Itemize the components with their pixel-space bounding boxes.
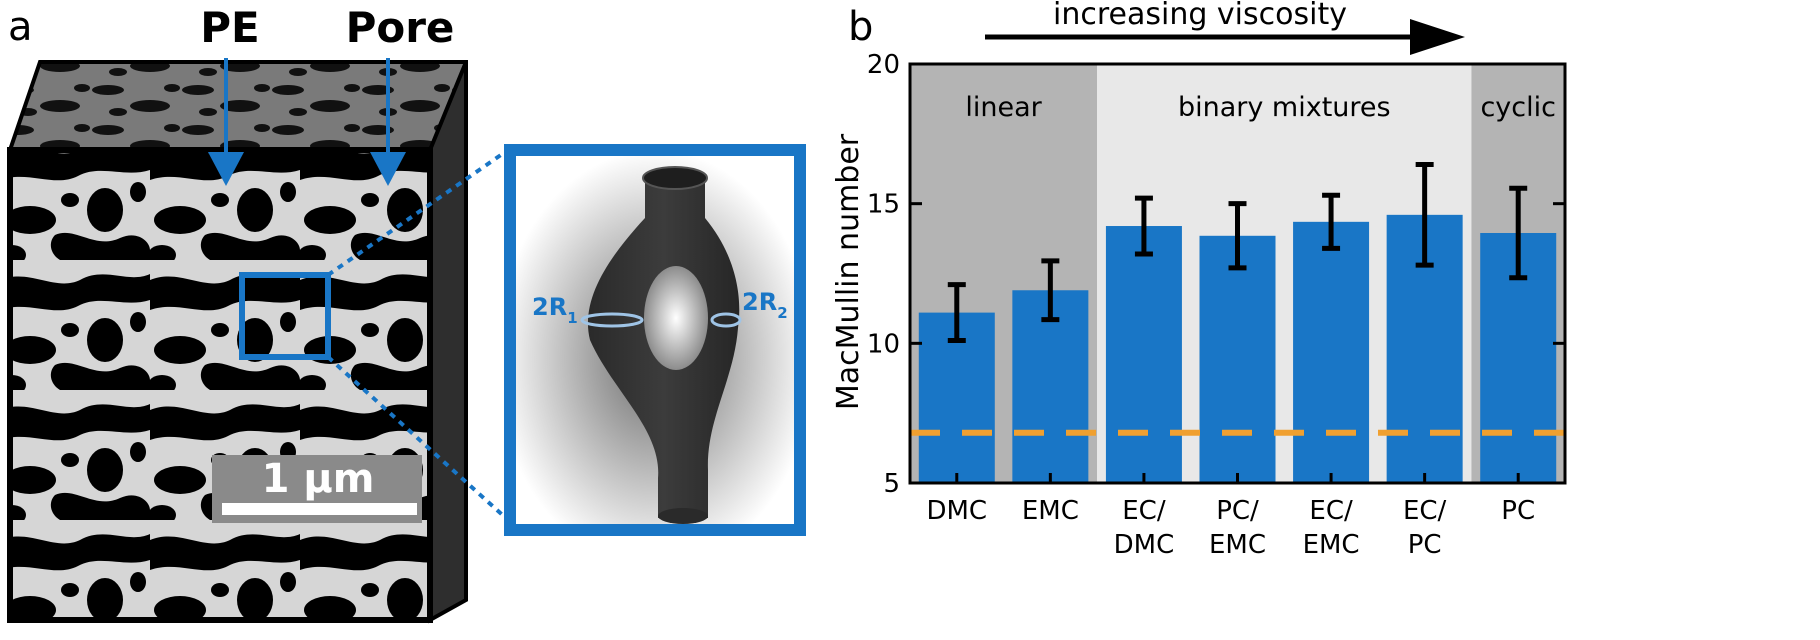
radius-label-r2: 2R2 (742, 288, 788, 322)
viscosity-arrow-label: increasing viscosity (1053, 0, 1347, 32)
radius-label-r1: 2R1 (532, 293, 578, 327)
y-tick-label-0: 5 (883, 469, 900, 499)
pore-highlight (644, 266, 708, 370)
y-axis-title: MacMullin number (831, 133, 866, 410)
cube-top-face (7, 60, 468, 152)
radius-ring-right (710, 312, 742, 328)
cube-right-face (428, 61, 468, 624)
y-tick-label-1: 10 (867, 329, 900, 359)
x-tick-label-5: EC/PC (1403, 496, 1447, 560)
viscosity-arrow (985, 19, 1465, 55)
panel-b: b increasing viscosity linear binary mixt… (831, 0, 1567, 560)
zoom-connector-bottom (326, 355, 510, 522)
region-label-1: binary mixtures (1178, 92, 1391, 123)
region-label-0: linear (965, 92, 1042, 123)
x-tick-label-1: EMC (1022, 496, 1079, 526)
x-tick-label-4: EC/EMC (1303, 496, 1360, 560)
bar-chart: linear binary mixtures cyclic 5 10 15 20 DMC EMC… (867, 50, 1567, 560)
scale-bar-label: 1 µm (262, 456, 375, 502)
pore-model-inset: 2R1 2R2 (504, 144, 806, 536)
x-tick-label-3: PC/EMC (1209, 496, 1266, 560)
zoom-connector-top (326, 148, 510, 277)
panel-a-letter: a (8, 4, 33, 50)
radius-ring-left (580, 312, 644, 328)
y-tick-label-2: 15 (867, 190, 900, 220)
pe-label: PE (200, 3, 259, 52)
x-tick-label-2: EC/DMC (1114, 496, 1175, 560)
cube-front-face (7, 147, 433, 623)
pore-bottom-opening (658, 508, 708, 524)
scale-bar: 1 µm (212, 455, 422, 523)
pore-arrow (370, 58, 406, 186)
x-tick-label-6: PC (1501, 496, 1535, 526)
panel-b-letter: b (848, 4, 873, 50)
region-label-2: cyclic (1480, 92, 1556, 123)
bar-4 (1293, 221, 1370, 483)
panel-a: a PE Pore 1 µm (7, 3, 806, 624)
x-tick-label-0: DMC (926, 496, 987, 526)
zoom-region-box (239, 272, 331, 360)
bar-3 (1199, 235, 1276, 483)
pore-top-opening (642, 166, 708, 190)
pe-arrow (208, 58, 244, 186)
y-tick-label-3: 20 (867, 50, 900, 80)
bar-2 (1105, 226, 1182, 483)
pore-label: Pore (346, 3, 455, 52)
bar-1 (1012, 290, 1089, 483)
